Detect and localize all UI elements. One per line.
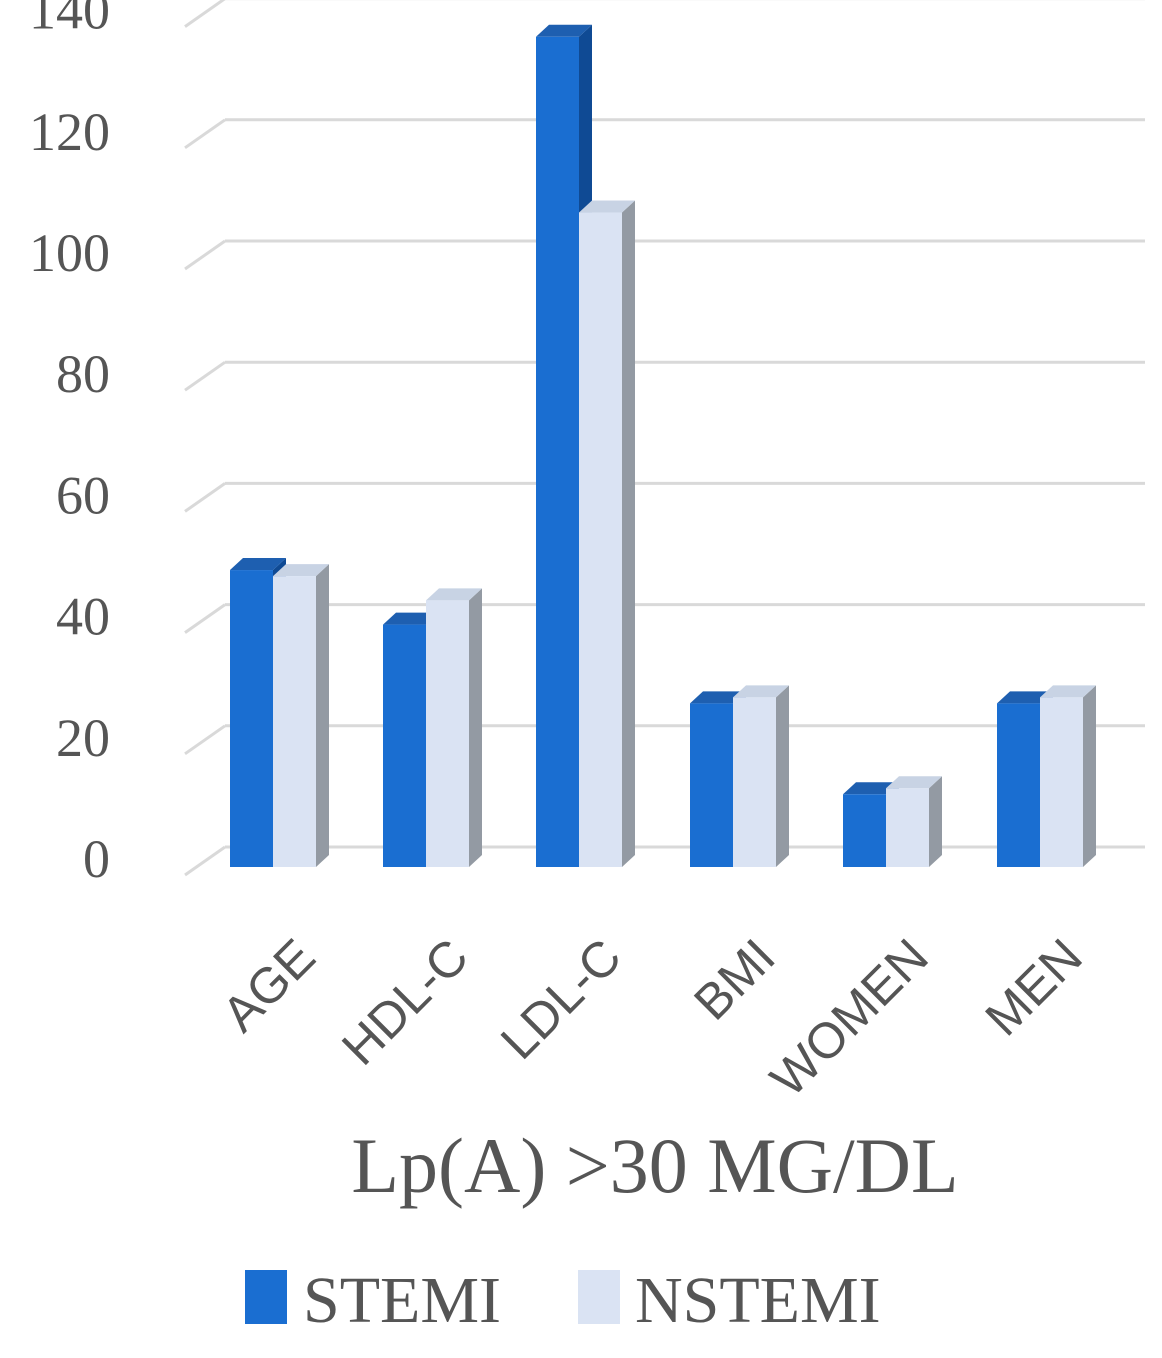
y-tick-label: 20: [56, 708, 110, 768]
x-category-label: LDL-C: [490, 928, 632, 1070]
y-axis-ticks: 0 20 40 60 80 100 120 140: [29, 0, 110, 889]
bar-nstemi: [733, 685, 789, 867]
legend-label: STEMI: [303, 1264, 501, 1337]
y-tick-label: 40: [56, 587, 110, 647]
bar-nstemi: [426, 588, 482, 867]
chart-title: Lp(A) >30 MG/DL: [351, 1122, 958, 1209]
y-tick-label: 120: [29, 102, 110, 162]
bar-nstemi: [273, 564, 329, 867]
legend-swatch: [245, 1270, 287, 1324]
bar-nstemi: [579, 200, 635, 867]
gridline: [184, 603, 1145, 634]
x-category-label: HDL-C: [331, 928, 479, 1076]
gridline: [184, 360, 1145, 392]
gridline: [184, 118, 1145, 150]
bar-nstemi: [886, 776, 942, 867]
y-tick-label: 60: [56, 465, 110, 525]
gridline: [184, 845, 1145, 877]
gridline: [184, 481, 1145, 513]
gridlines: [184, 0, 1145, 877]
x-category-label: MEN: [975, 928, 1093, 1046]
y-tick-label: 0: [83, 829, 110, 889]
y-tick-label: 80: [56, 344, 110, 404]
legend-label: NSTEMI: [635, 1264, 881, 1337]
y-tick-label: 140: [29, 0, 110, 41]
legend-item-nstemi: NSTEMI: [578, 1264, 881, 1337]
gridline: [184, 724, 1145, 756]
bars: [230, 24, 1096, 867]
gridline: [184, 0, 1145, 28]
x-category-label: AGE: [212, 928, 326, 1042]
bar-nstemi: [1040, 685, 1096, 867]
x-category-label: WOMEN: [760, 928, 939, 1107]
legend-swatch: [578, 1270, 620, 1324]
x-category-label: BMI: [683, 928, 785, 1030]
legend-item-stemi: STEMI: [245, 1264, 501, 1337]
y-tick-label: 100: [29, 223, 110, 283]
gridline: [184, 239, 1145, 271]
legend: STEMI NSTEMI: [245, 1264, 881, 1337]
